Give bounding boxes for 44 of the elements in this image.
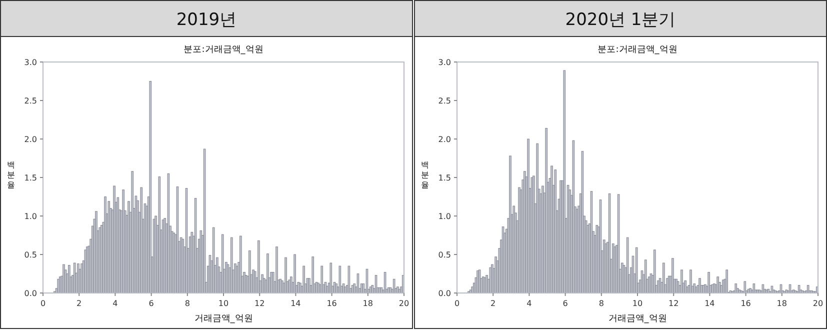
chart-subtitle: 분포:거래금액_억원 <box>184 45 264 55</box>
x-tick-label: 2 <box>490 299 496 308</box>
x-tick-label: 4 <box>526 299 532 308</box>
y-tick-label: 2.0 <box>24 135 37 144</box>
y-tick-label: 2.5 <box>24 96 37 106</box>
x-tick-label: 4 <box>112 299 118 308</box>
y-tick-label: 0.0 <box>438 289 451 298</box>
y-tick-label: 0.5 <box>438 250 451 260</box>
x-tick-label: 14 <box>704 299 715 308</box>
x-tick-label: 20 <box>812 299 824 308</box>
x-tick-label: 16 <box>326 299 337 308</box>
y-tick-label: 1.5 <box>438 174 451 182</box>
x-tick-label: 2 <box>76 299 82 308</box>
y-tick-label: 1.0 <box>24 212 37 221</box>
x-tick-label: 18 <box>776 299 787 308</box>
y-tick-label: 0.5 <box>24 250 37 260</box>
y-tick-label: 3.0 <box>438 58 451 67</box>
y-tick-label: 2.0 <box>438 135 451 144</box>
x-axis-title: 거래금액_억원 <box>194 314 253 324</box>
x-tick-label: 10 <box>632 299 643 308</box>
chart-subtitle: 분포:거래금액_억원 <box>598 45 678 55</box>
x-tick-label: 6 <box>562 299 568 308</box>
x-tick-label: 20 <box>398 299 410 308</box>
y-tick-label: 0.0 <box>24 289 37 298</box>
x-tick-label: 0 <box>454 299 460 308</box>
x-tick-label: 16 <box>740 299 751 308</box>
x-tick-label: 12 <box>254 299 265 308</box>
x-tick-label: 6 <box>148 299 154 308</box>
x-tick-label: 18 <box>362 299 373 308</box>
x-tick-label: 14 <box>290 299 301 308</box>
chart-title: 2020년 1분기 <box>565 10 676 30</box>
x-tick-label: 12 <box>668 299 679 308</box>
chart-title: 2019년 <box>176 10 237 30</box>
x-tick-label: 8 <box>184 299 190 308</box>
y-tick-label: 2.5 <box>438 96 451 106</box>
x-tick-label: 0 <box>40 299 46 308</box>
y-tick-label: 3.0 <box>24 58 37 67</box>
x-tick-label: 8 <box>598 299 604 308</box>
x-axis-title: 거래금액_억원 <box>608 314 667 324</box>
y-axis-title: 백분율 <box>421 160 429 190</box>
y-tick-label: 1.0 <box>438 212 451 221</box>
y-axis-title: 백분율 <box>7 160 15 190</box>
y-tick-label: 1.5 <box>24 174 37 182</box>
x-tick-label: 10 <box>218 299 229 308</box>
